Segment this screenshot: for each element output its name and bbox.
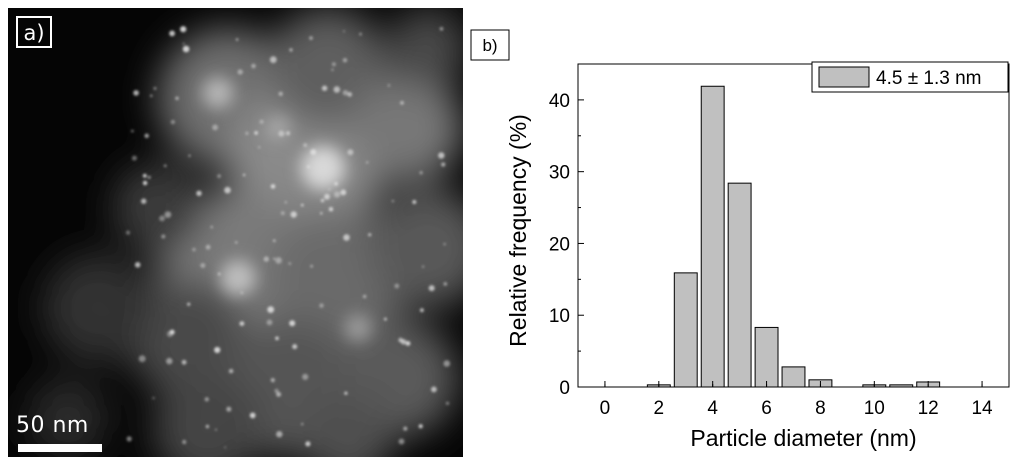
y-tick-label: 40 — [549, 91, 570, 112]
x-tick-label: 6 — [761, 398, 772, 419]
y-tick-label: 0 — [559, 378, 570, 399]
histogram-panel: b) 0 2 4 6 8 10 12 14 0 10 20 30 40 Particle diameter… — [466, 0, 1015, 460]
tem-image-panel: a) 50 nm — [8, 8, 463, 457]
y-axis-label: Relative frequency (%) — [505, 114, 531, 347]
histogram-bar — [700, 85, 725, 388]
histogram-bar — [754, 326, 779, 388]
scale-bar — [18, 444, 102, 452]
histogram-chart: b) 0 2 4 6 8 10 12 14 0 10 20 30 40 Particle diameter… — [470, 29, 1010, 451]
x-tick-label: 0 — [600, 398, 611, 419]
legend-swatch — [818, 66, 870, 88]
legend-label: 4.5 ± 1.3 nm — [876, 68, 981, 89]
plot-frame — [577, 63, 1010, 388]
y-tick-label: 10 — [549, 306, 570, 327]
x-axis-label: Particle diameter (nm) — [690, 425, 916, 451]
panel-a-label: a) — [16, 16, 52, 48]
x-tick-label: 12 — [918, 398, 939, 419]
y-tick-label: 20 — [549, 234, 570, 255]
y-tick-label: 30 — [549, 163, 570, 184]
x-tick-label: 10 — [864, 398, 885, 419]
histogram-bar — [781, 366, 806, 388]
x-tick-label: 8 — [815, 398, 826, 419]
histogram-bar — [673, 272, 698, 388]
panel-b-label: b) — [482, 36, 497, 55]
scale-bar-label: 50 nm — [16, 413, 89, 438]
histogram-bar — [727, 182, 752, 388]
x-tick-label: 2 — [654, 398, 665, 419]
x-tick-label: 14 — [971, 398, 993, 419]
tem-image — [8, 8, 463, 457]
x-tick-label: 4 — [707, 398, 718, 419]
panel-b-label-box: b) — [470, 29, 510, 61]
